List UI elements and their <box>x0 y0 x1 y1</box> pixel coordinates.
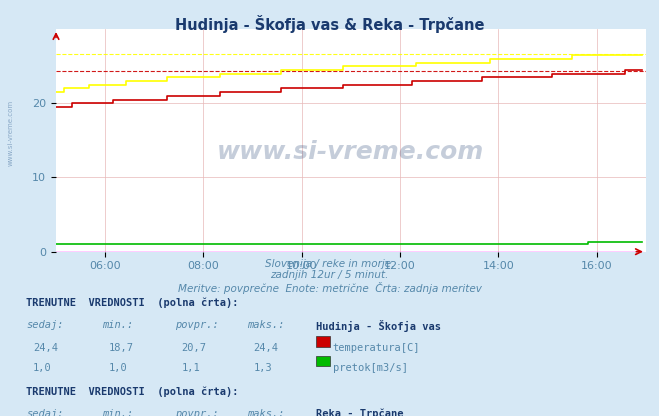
Text: 1,0: 1,0 <box>109 363 127 373</box>
Text: 1,0: 1,0 <box>33 363 51 373</box>
Text: TRENUTNE  VREDNOSTI  (polna črta):: TRENUTNE VREDNOSTI (polna črta): <box>26 386 239 396</box>
Text: sedaj:: sedaj: <box>26 409 64 416</box>
Text: pretok[m3/s]: pretok[m3/s] <box>333 363 408 373</box>
Text: www.si-vreme.com: www.si-vreme.com <box>217 139 484 163</box>
Text: zadnjih 12ur / 5 minut.: zadnjih 12ur / 5 minut. <box>270 270 389 280</box>
Text: maks.:: maks.: <box>247 409 285 416</box>
Text: 1,3: 1,3 <box>254 363 272 373</box>
Text: povpr.:: povpr.: <box>175 409 218 416</box>
Text: Slovenija / reke in morje.: Slovenija / reke in morje. <box>265 259 394 269</box>
Text: min.:: min.: <box>102 409 133 416</box>
Text: min.:: min.: <box>102 320 133 330</box>
Text: Reka - Trpčane: Reka - Trpčane <box>316 409 404 416</box>
Text: Hudinja - Škofja vas & Reka - Trpčane: Hudinja - Škofja vas & Reka - Trpčane <box>175 15 484 32</box>
Text: Meritve: povprečne  Enote: metrične  Črta: zadnja meritev: Meritve: povprečne Enote: metrične Črta:… <box>177 282 482 294</box>
Text: povpr.:: povpr.: <box>175 320 218 330</box>
Text: TRENUTNE  VREDNOSTI  (polna črta):: TRENUTNE VREDNOSTI (polna črta): <box>26 297 239 308</box>
Text: maks.:: maks.: <box>247 320 285 330</box>
Text: sedaj:: sedaj: <box>26 320 64 330</box>
Text: 1,1: 1,1 <box>181 363 200 373</box>
Text: temperatura[C]: temperatura[C] <box>333 343 420 353</box>
Text: Hudinja - Škofja vas: Hudinja - Škofja vas <box>316 320 442 332</box>
Text: 24,4: 24,4 <box>33 343 58 353</box>
Text: 18,7: 18,7 <box>109 343 134 353</box>
Text: 24,4: 24,4 <box>254 343 279 353</box>
Text: 20,7: 20,7 <box>181 343 206 353</box>
Text: www.si-vreme.com: www.si-vreme.com <box>8 100 14 166</box>
